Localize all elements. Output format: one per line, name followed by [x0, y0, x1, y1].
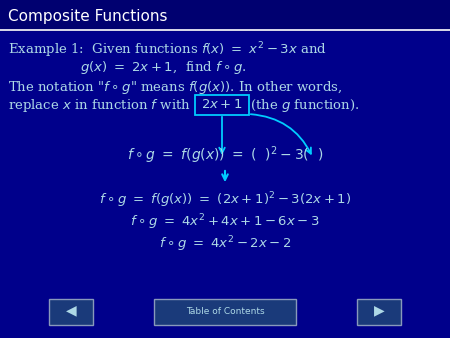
Text: The notation "$\mathit{f} \circ \mathit{g}$" means $\mathit{f}(\mathit{g}(x))$. : The notation "$\mathit{f} \circ \mathit{… — [8, 79, 342, 97]
Text: $\mathit{f} \circ \mathit{g}\ =\ 4x^2 + 4x + 1 - 6x - 3$: $\mathit{f} \circ \mathit{g}\ =\ 4x^2 + … — [130, 212, 320, 232]
Text: $2x + 1$: $2x + 1$ — [201, 98, 243, 112]
Text: Table of Contents: Table of Contents — [186, 308, 264, 316]
Text: $\mathit{f} \circ \mathit{g}\ =\ 4x^2 - 2x - 2$: $\mathit{f} \circ \mathit{g}\ =\ 4x^2 - … — [159, 234, 291, 254]
Bar — [0, 0, 450, 30]
Text: Example 1:  Given functions $\mathit{f}(x)\ =\ x^2 - 3x$ and: Example 1: Given functions $\mathit{f}(x… — [8, 40, 327, 60]
FancyBboxPatch shape — [357, 299, 401, 325]
FancyBboxPatch shape — [154, 299, 296, 325]
Text: $\mathit{g}(x)\ =\ 2x + 1$,  find $\mathit{f} \circ \mathit{g}$.: $\mathit{g}(x)\ =\ 2x + 1$, find $\mathi… — [80, 58, 247, 75]
Text: $\blacktriangleright$: $\blacktriangleright$ — [371, 305, 387, 319]
Text: $\blacktriangleleft$: $\blacktriangleleft$ — [63, 305, 79, 319]
Text: $\mathit{f} \circ \mathit{g}\ =\ \mathit{f}(\mathit{g}(x))\ =\ (2x+1)^2 - 3(2x+1: $\mathit{f} \circ \mathit{g}\ =\ \mathit… — [99, 190, 351, 210]
Text: replace $\mathit{x}$ in function $\mathit{f}$ with: replace $\mathit{x}$ in function $\mathi… — [8, 97, 191, 114]
Text: Composite Functions: Composite Functions — [8, 8, 167, 24]
FancyBboxPatch shape — [49, 299, 93, 325]
Text: $\mathit{f} \circ \mathit{g}\ =\ \mathit{f}(\mathit{g}(x))\ =\ (\ \ )^2 - 3(\ \ : $\mathit{f} \circ \mathit{g}\ =\ \mathit… — [127, 144, 323, 166]
Text: (the $\mathit{g}$ function).: (the $\mathit{g}$ function). — [250, 97, 360, 114]
